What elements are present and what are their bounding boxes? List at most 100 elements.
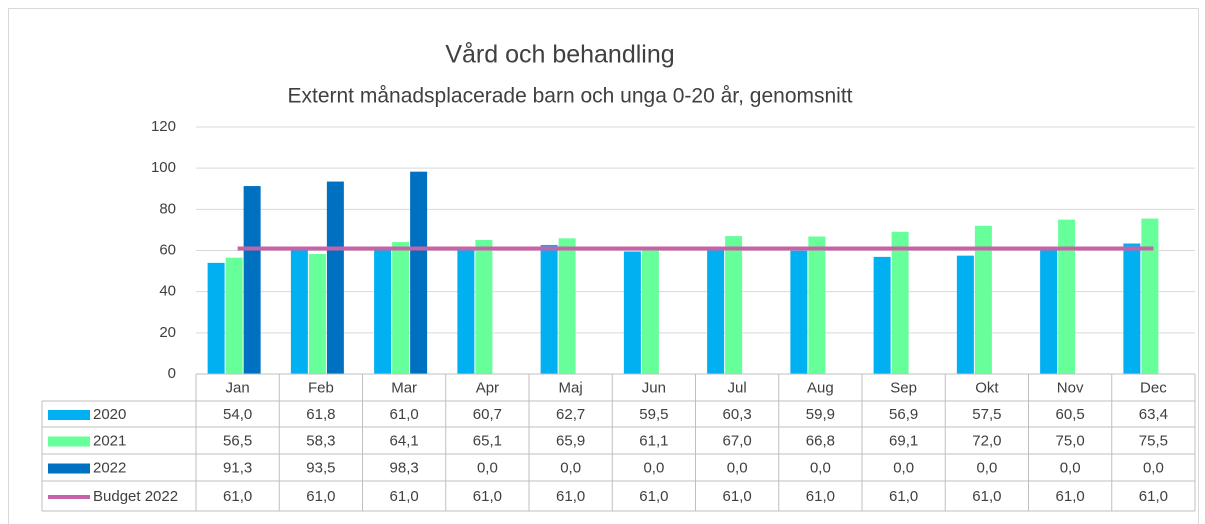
legend-label: 2022 (93, 459, 126, 476)
bar (558, 238, 576, 374)
table-cell: 66,8 (806, 432, 835, 449)
bar (457, 249, 475, 374)
x-tick-label: Dec (1140, 379, 1167, 396)
table-cell: 61,0 (306, 488, 335, 505)
x-tick-label: Okt (975, 379, 999, 396)
table-cell: 67,0 (723, 432, 752, 449)
bar (392, 242, 410, 374)
bar (641, 248, 659, 374)
y-tick-label: 20 (159, 324, 176, 341)
bar (725, 236, 743, 374)
table-cell: 61,0 (806, 488, 835, 505)
table-cell: 61,0 (223, 488, 252, 505)
table-cell: 93,5 (306, 459, 335, 476)
table-cell: 61,0 (639, 488, 668, 505)
table-cell: 0,0 (477, 459, 498, 476)
table-cell: 61,0 (1139, 488, 1168, 505)
x-tick-label: Jan (226, 379, 250, 396)
bar (475, 240, 493, 374)
bar (1123, 243, 1141, 374)
table-cell: 69,1 (889, 432, 918, 449)
table-cell: 61,0 (889, 488, 918, 505)
table-cell: 60,7 (473, 406, 502, 423)
table-cell: 0,0 (893, 459, 914, 476)
table-cell: 0,0 (560, 459, 581, 476)
table-cell: 61,1 (639, 432, 668, 449)
bar (410, 171, 428, 374)
bar (540, 244, 558, 374)
bar (623, 251, 641, 374)
bar (290, 246, 308, 374)
table-cell: 63,4 (1139, 406, 1168, 423)
x-tick-label: Aug (807, 379, 834, 396)
table-cell: 61,0 (390, 406, 419, 423)
legend-label: 2021 (93, 432, 126, 449)
bar (243, 186, 261, 374)
table-cell: 61,0 (556, 488, 585, 505)
table-cell: 0,0 (1060, 459, 1081, 476)
bar (808, 236, 826, 374)
table-cell: 54,0 (223, 406, 252, 423)
legend-key (48, 410, 90, 420)
table-cell: 62,7 (556, 406, 585, 423)
table-cell: 0,0 (727, 459, 748, 476)
bar (707, 249, 725, 374)
y-tick-label: 100 (151, 159, 176, 176)
bar (1058, 219, 1076, 374)
y-tick-label: 120 (151, 118, 176, 135)
table-cell: 65,1 (473, 432, 502, 449)
bar (891, 231, 909, 374)
bar (1040, 249, 1058, 374)
table-cell: 59,5 (639, 406, 668, 423)
bar (873, 256, 891, 374)
bar (308, 253, 326, 374)
y-tick-label: 40 (159, 283, 176, 300)
table-cell: 57,5 (972, 406, 1001, 423)
table-cell: 61,0 (473, 488, 502, 505)
y-tick-label: 0 (168, 365, 176, 382)
chart-subtitle: Externt månadsplacerade barn och unga 0-… (287, 85, 852, 108)
x-tick-label: Nov (1057, 379, 1084, 396)
table-cell: 61,0 (390, 488, 419, 505)
table-cell: 64,1 (390, 432, 419, 449)
legend-key (48, 463, 90, 474)
table-cell: 60,3 (723, 406, 752, 423)
chart-title: Vård och behandling (445, 41, 674, 69)
table-cell: 59,9 (806, 406, 835, 423)
legend-key (48, 436, 90, 447)
table-cell: 61,8 (306, 406, 335, 423)
bar (974, 225, 992, 374)
x-tick-label: Sep (890, 379, 917, 396)
bar (374, 248, 392, 374)
legend-label: Budget 2022 (93, 488, 178, 505)
table-cell: 0,0 (976, 459, 997, 476)
table-cell: 65,9 (556, 432, 585, 449)
table-cell: 60,5 (1056, 406, 1085, 423)
chart-border (8, 8, 1199, 524)
table-cell: 0,0 (643, 459, 664, 476)
x-tick-label: Mar (391, 379, 417, 396)
table-cell: 91,3 (223, 459, 252, 476)
table-cell: 75,0 (1056, 432, 1085, 449)
bar (225, 257, 243, 374)
table-cell: 75,5 (1139, 432, 1168, 449)
legend-label: 2020 (93, 406, 126, 423)
bar (956, 255, 974, 374)
y-tick-label: 60 (159, 241, 176, 258)
x-tick-label: Maj (559, 379, 583, 396)
x-tick-label: Feb (308, 379, 334, 396)
table-cell: 0,0 (1143, 459, 1164, 476)
table-cell: 58,3 (306, 432, 335, 449)
table-cell: 61,0 (723, 488, 752, 505)
x-tick-label: Jun (642, 379, 666, 396)
bar (1141, 218, 1159, 374)
table-cell: 98,3 (390, 459, 419, 476)
table-cell: 56,9 (889, 406, 918, 423)
x-tick-label: Apr (476, 379, 499, 396)
table-cell: 61,0 (1056, 488, 1085, 505)
x-tick-label: Jul (728, 379, 747, 396)
y-tick-label: 80 (159, 200, 176, 217)
table-cell: 56,5 (223, 432, 252, 449)
table-cell: 72,0 (972, 432, 1001, 449)
